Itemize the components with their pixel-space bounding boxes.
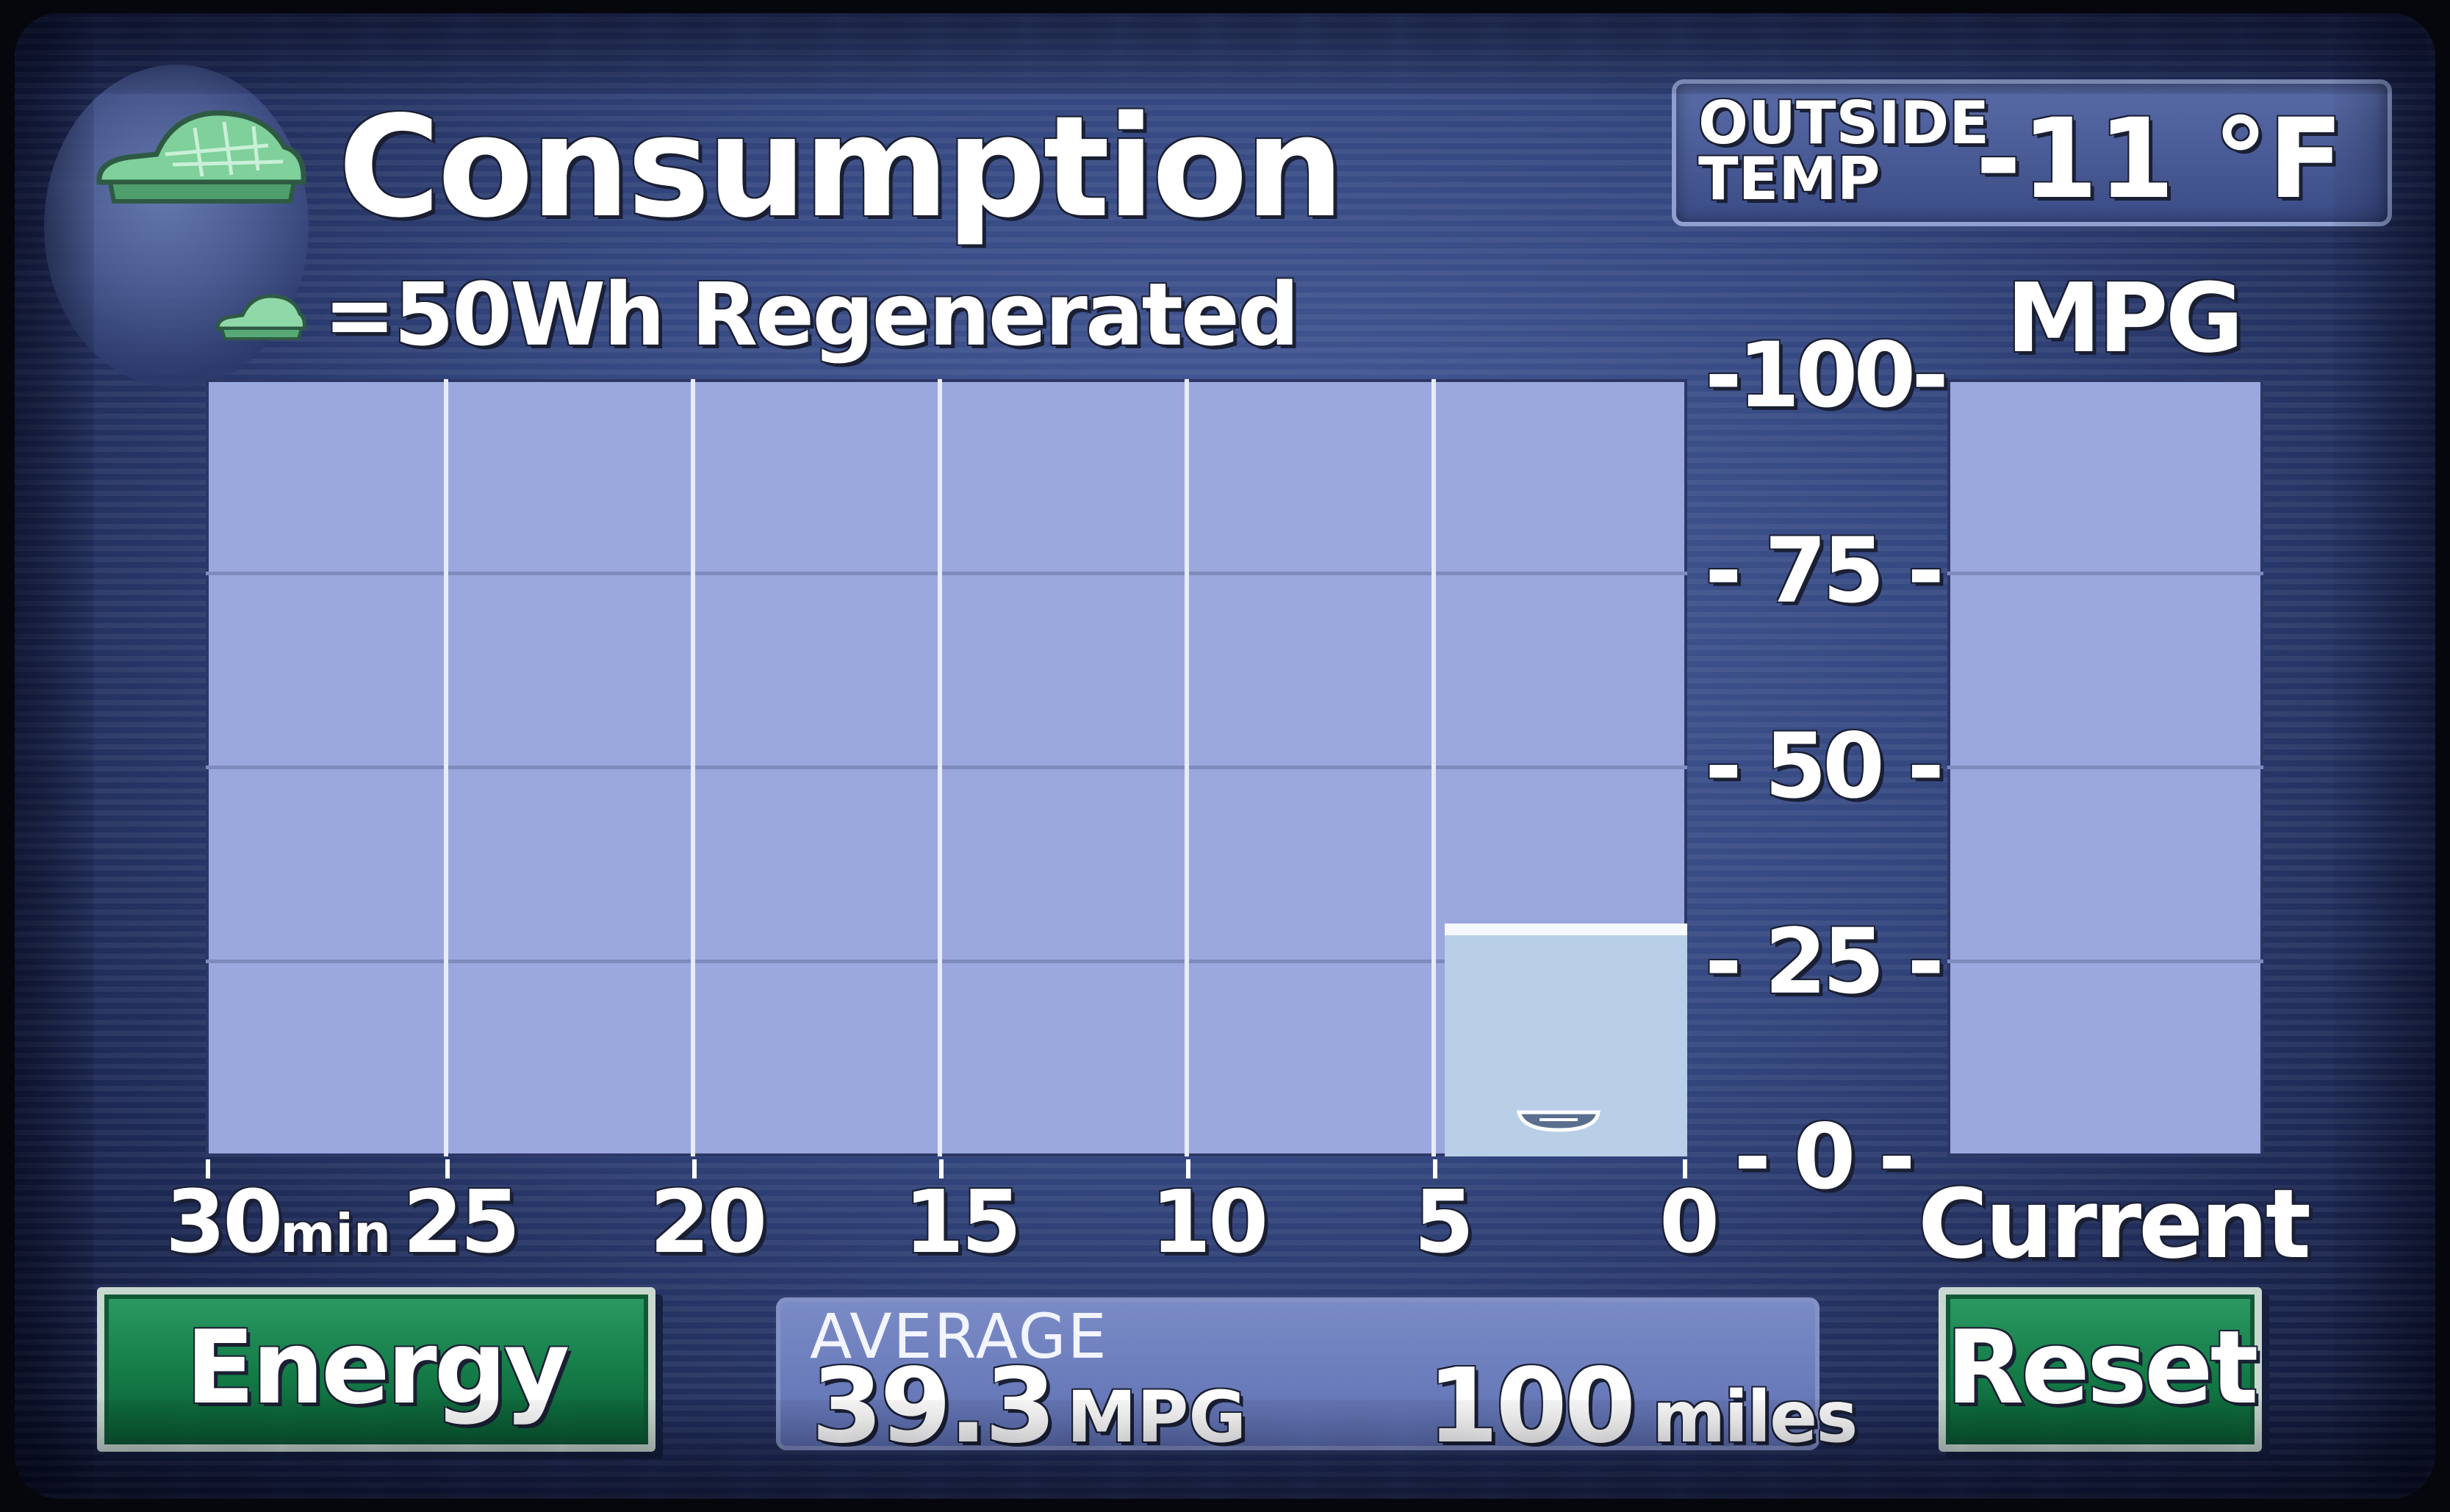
- gridline-25: [1947, 960, 2263, 963]
- gridline-15min: [938, 379, 942, 1156]
- y-tick-50: - 50 -: [1705, 714, 1944, 818]
- leaf-car-icon: [1516, 1110, 1601, 1132]
- x-tick-mark: [939, 1159, 944, 1178]
- x-tick-mark: [206, 1159, 210, 1178]
- consumption-chart: [206, 379, 1687, 1156]
- x-axis-unit: min: [280, 1203, 392, 1264]
- average-mpg: 39.3 MPG: [811, 1356, 1247, 1465]
- gridline-5min: [1431, 379, 1436, 1156]
- reset-button[interactable]: Reset: [1939, 1287, 2262, 1452]
- y-tick-25: - 25 -: [1705, 910, 1944, 1014]
- leaf-car-icon: [96, 110, 306, 204]
- x-tick-25: 25: [403, 1171, 520, 1272]
- gridline-50: [206, 766, 1687, 769]
- energy-button[interactable]: Energy: [97, 1287, 655, 1452]
- mpg-axis-label: MPG: [2006, 262, 2244, 374]
- current-label: Current: [1918, 1168, 2311, 1280]
- average-label: AVERAGE: [810, 1300, 1108, 1372]
- gridline-20min: [691, 379, 695, 1156]
- outside-temp-value: -11 °F: [1975, 96, 2343, 223]
- average-panel: AVERAGE 39.3 MPG 100 miles: [776, 1297, 1858, 1458]
- average-distance: 100 miles: [1427, 1356, 1858, 1465]
- outside-temp-panel: OUTSIDE TEMP -11 °F: [1672, 79, 2392, 226]
- gridline-10min: [1185, 379, 1189, 1156]
- gridline-50: [1947, 766, 2263, 769]
- gridline-75: [206, 572, 1687, 575]
- x-tick-15: 15: [904, 1171, 1021, 1272]
- average-mpg-value: 39.3: [811, 1347, 1056, 1466]
- y-tick-0: - 0 -: [1734, 1105, 1915, 1209]
- x-tick-mark: [1186, 1159, 1190, 1178]
- regenerated-legend: =50Wh Regenerated: [323, 264, 1299, 365]
- x-tick-30: 30min: [165, 1174, 391, 1281]
- x-tick-mark: [445, 1159, 450, 1178]
- outside-temp-label: OUTSIDE TEMP: [1698, 89, 1989, 213]
- x-tick-label: 30: [165, 1171, 283, 1272]
- current-mpg-panel: [1947, 379, 2263, 1156]
- consumption-screen: Consumption =50Wh Regenerated OUTSIDE TE…: [15, 13, 2435, 1499]
- y-tick-75: - 75 -: [1705, 519, 1944, 623]
- x-tick-mark: [1433, 1159, 1437, 1178]
- x-tick-20: 20: [650, 1171, 767, 1272]
- average-distance-value: 100: [1427, 1347, 1636, 1466]
- x-tick-mark: [692, 1159, 697, 1178]
- page-title: Consumption: [338, 86, 1344, 248]
- x-tick-10: 10: [1151, 1171, 1268, 1272]
- y-tick-100: -100-: [1705, 323, 1949, 428]
- x-tick-0: 0: [1659, 1171, 1720, 1272]
- gridline-25min: [444, 379, 448, 1156]
- gridline-75: [1947, 572, 2263, 575]
- average-mpg-unit: MPG: [1066, 1376, 1247, 1458]
- x-tick-5: 5: [1414, 1171, 1474, 1272]
- average-distance-unit: miles: [1652, 1376, 1858, 1458]
- leaf-car-icon: [215, 294, 306, 340]
- gridline-25: [206, 960, 1687, 963]
- x-tick-mark: [1683, 1159, 1687, 1178]
